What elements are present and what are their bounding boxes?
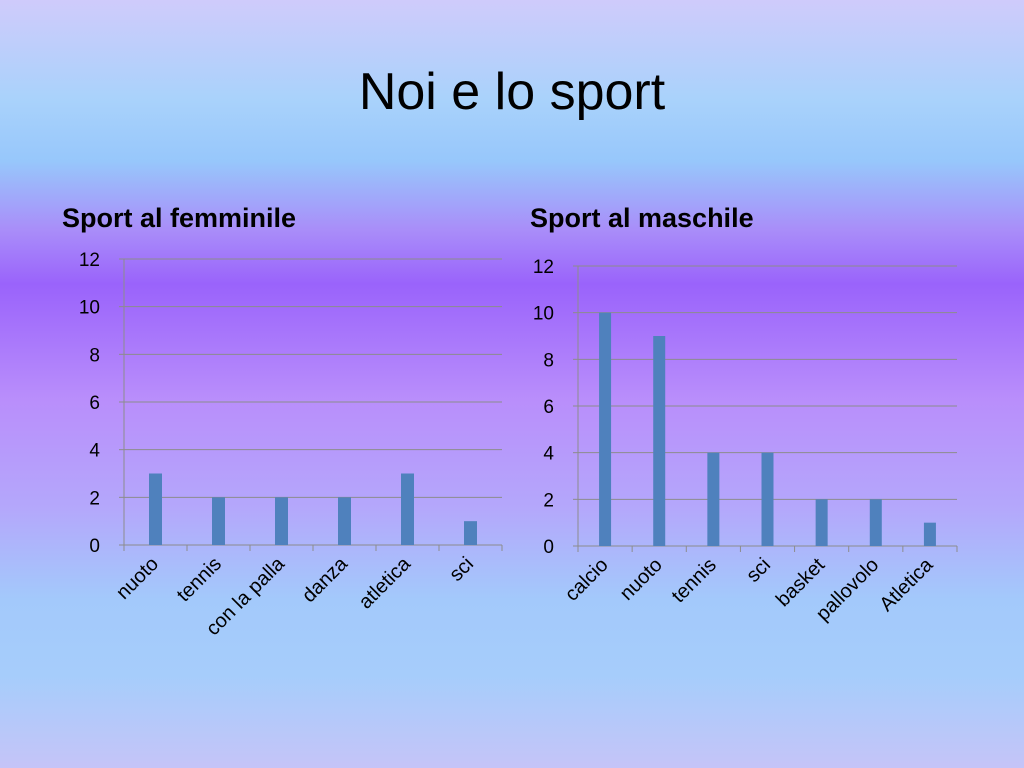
y-tick-label: 12 [79, 250, 100, 271]
y-tick-label: 10 [79, 298, 100, 319]
x-category-label: Atletica [876, 553, 939, 616]
y-tick-label: 12 [533, 257, 554, 278]
bar-fem-4 [401, 473, 414, 545]
y-tick-label: 6 [89, 393, 100, 414]
bar-fem-2 [275, 497, 288, 545]
x-category-label: nuoto [616, 554, 667, 605]
bar-fem-3 [338, 497, 351, 545]
y-tick-label: 0 [543, 537, 554, 558]
chart-title-maschile: Sport al maschile [530, 203, 754, 233]
y-tick-label: 6 [543, 397, 554, 418]
y-tick-label: 8 [543, 350, 554, 371]
bar-fem-0 [149, 473, 162, 545]
slide-title: Noi e lo sport [358, 63, 666, 121]
bar-mas-6 [923, 522, 936, 546]
bar-mas-5 [869, 499, 882, 546]
y-tick-label: 8 [89, 345, 100, 366]
bar-mas-1 [653, 336, 666, 546]
x-category-label: calcio [561, 554, 613, 606]
y-tick-label: 2 [89, 488, 100, 509]
chart-title-femminile: Sport al femminile [62, 203, 297, 233]
y-tick-label: 4 [89, 441, 100, 462]
bar-mas-0 [599, 312, 612, 546]
y-tick-label: 2 [543, 490, 554, 511]
bar-fem-5 [464, 521, 477, 545]
y-tick-label: 0 [89, 536, 100, 557]
y-tick-label: 10 [533, 304, 554, 325]
bar-mas-4 [815, 499, 828, 546]
bar-mas-2 [707, 452, 720, 546]
bar-fem-1 [212, 497, 225, 545]
x-category-label: tennis [668, 554, 721, 607]
x-category-label: sci [742, 554, 775, 587]
y-tick-label: 4 [543, 444, 554, 465]
bar-mas-3 [761, 452, 774, 546]
